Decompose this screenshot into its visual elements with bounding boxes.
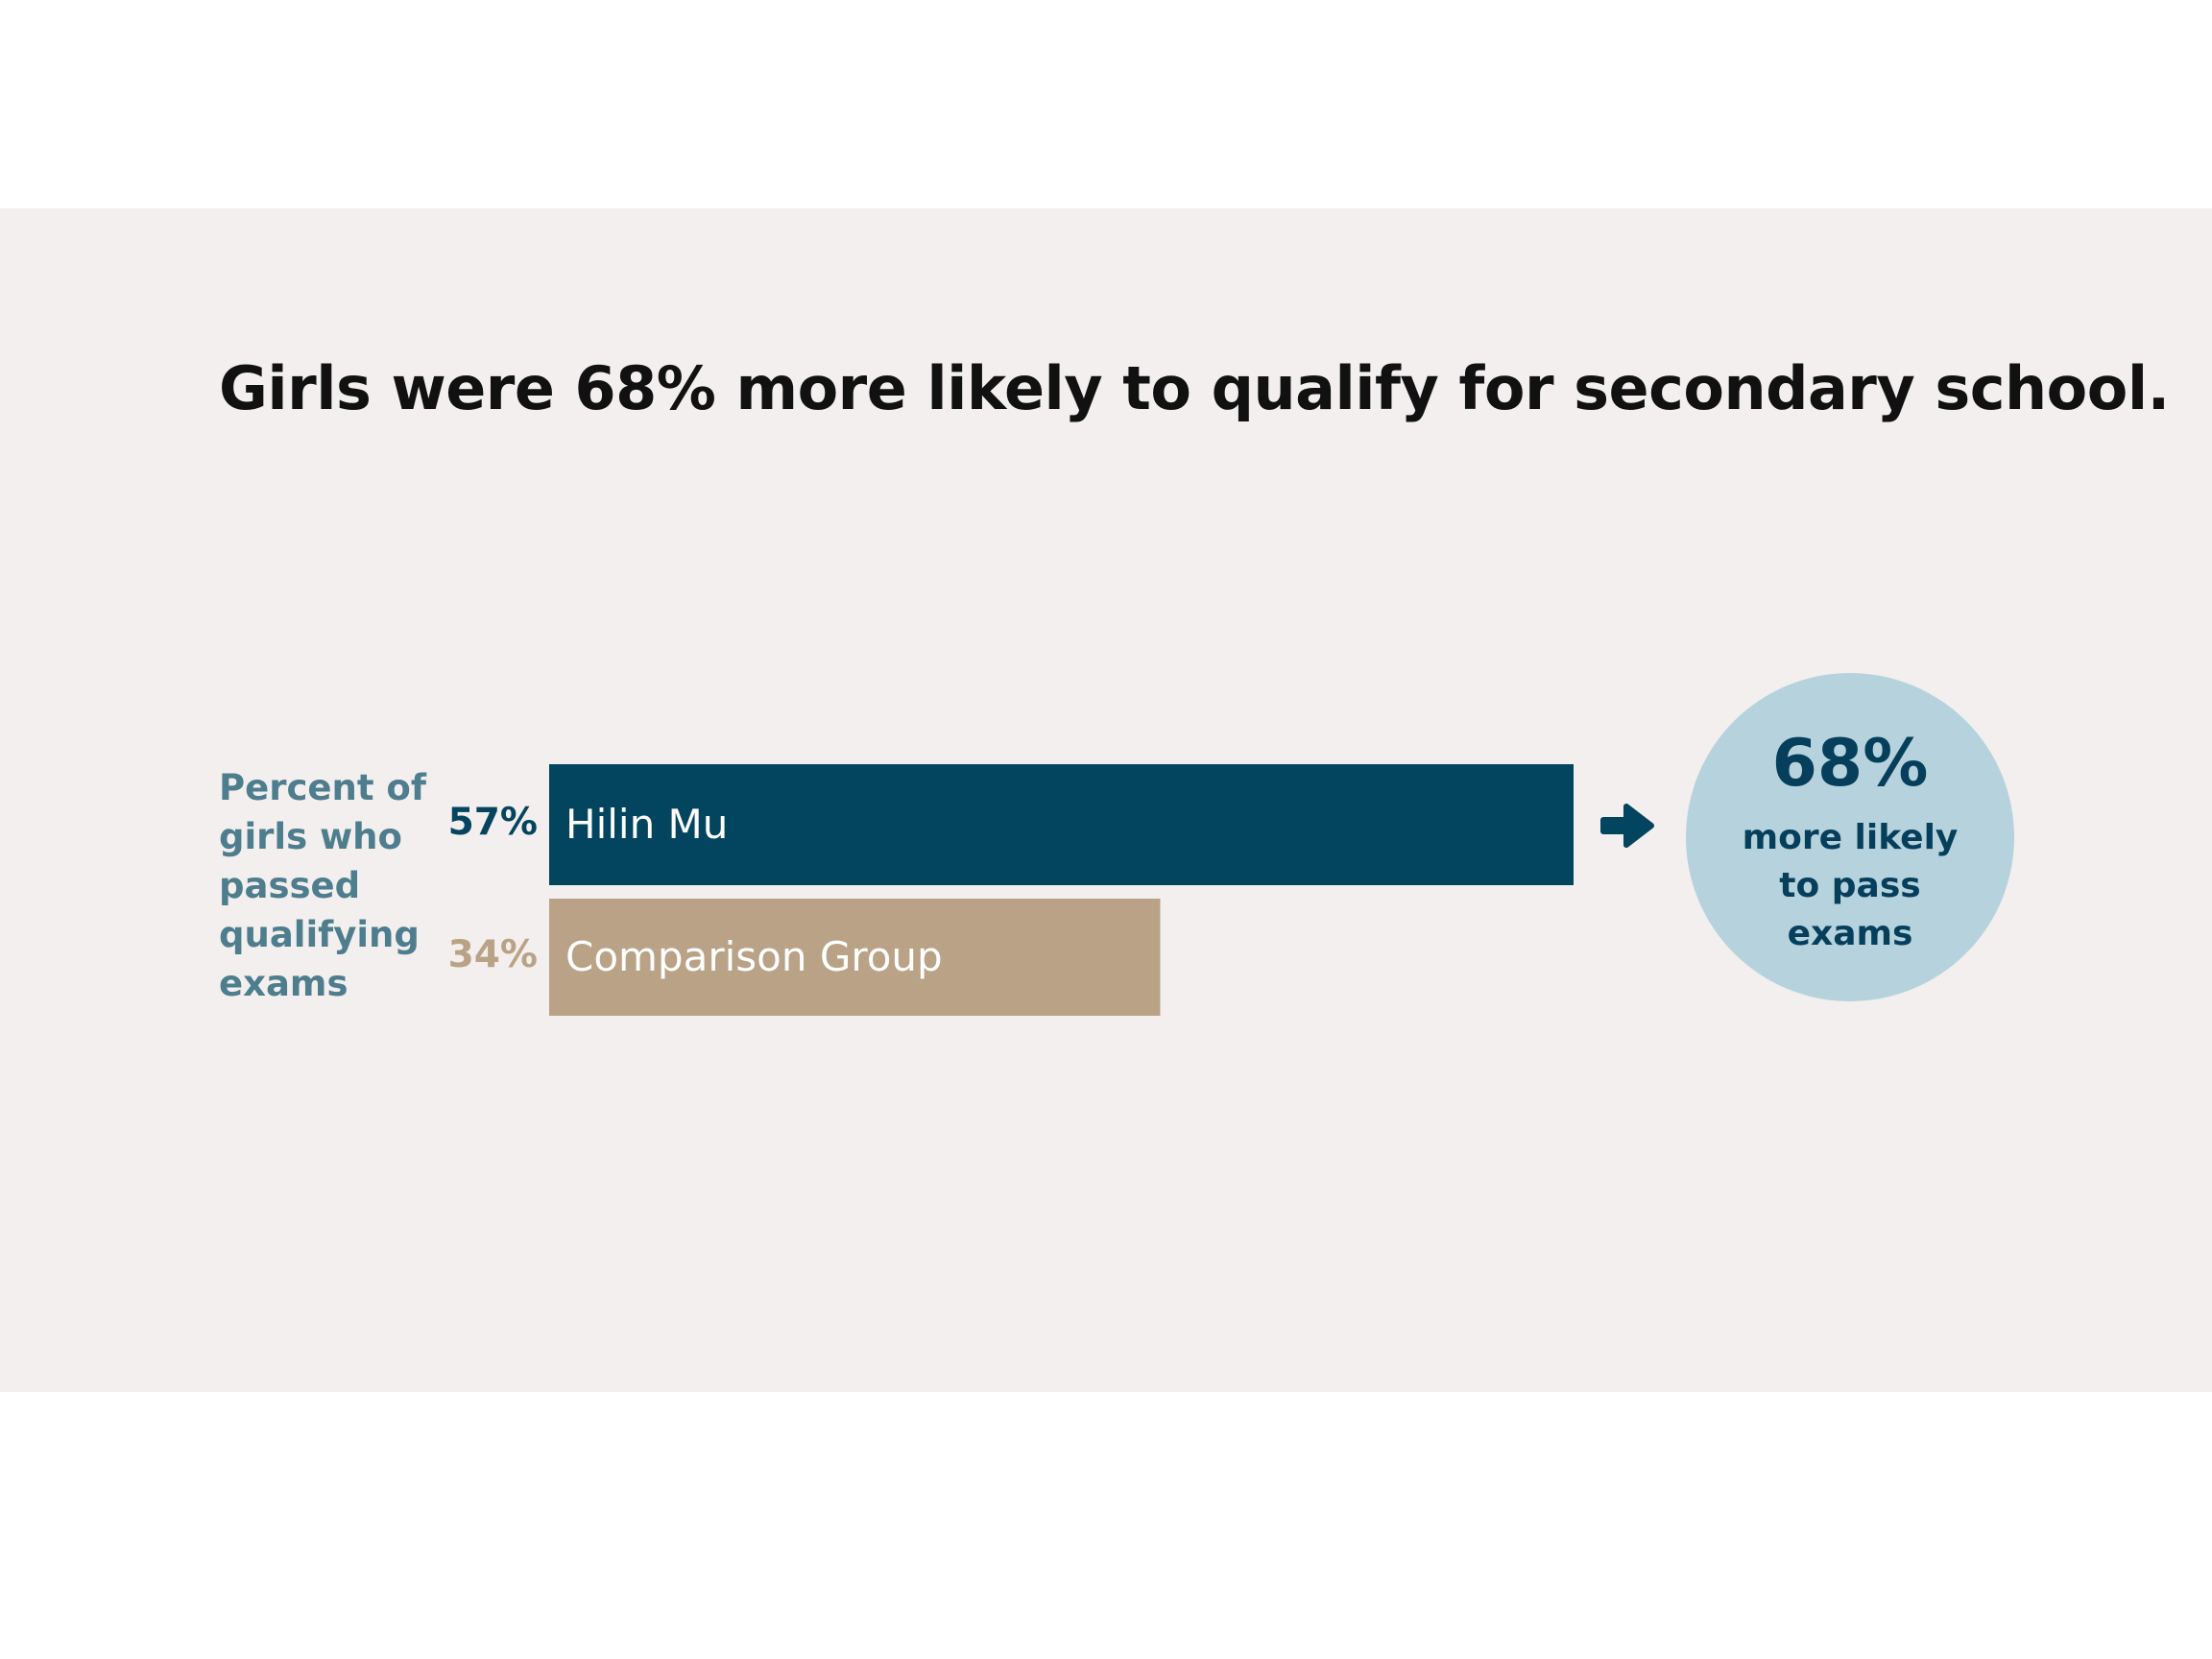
y-axis-label: Percent of girls who passed qualifying e… <box>219 767 426 1004</box>
value-label-hilin-mu: 57% <box>447 801 538 844</box>
callout-text: more likely to pass exams <box>1742 818 1959 953</box>
callout-bubble <box>1686 673 2014 1001</box>
chart-title: Girls were 68% more likely to qualify fo… <box>219 353 2170 423</box>
arrow-right-icon <box>1600 804 1654 848</box>
value-label-comparison-group: 34% <box>447 933 538 976</box>
bar-label-hilin-mu: Hilin Mu <box>565 801 729 848</box>
bar-label-comparison-group: Comparison Group <box>565 933 943 980</box>
callout-value: 68% <box>1771 726 1929 802</box>
bar-comparison-group <box>549 899 1161 1016</box>
bar-hilin-mu <box>549 764 1574 885</box>
